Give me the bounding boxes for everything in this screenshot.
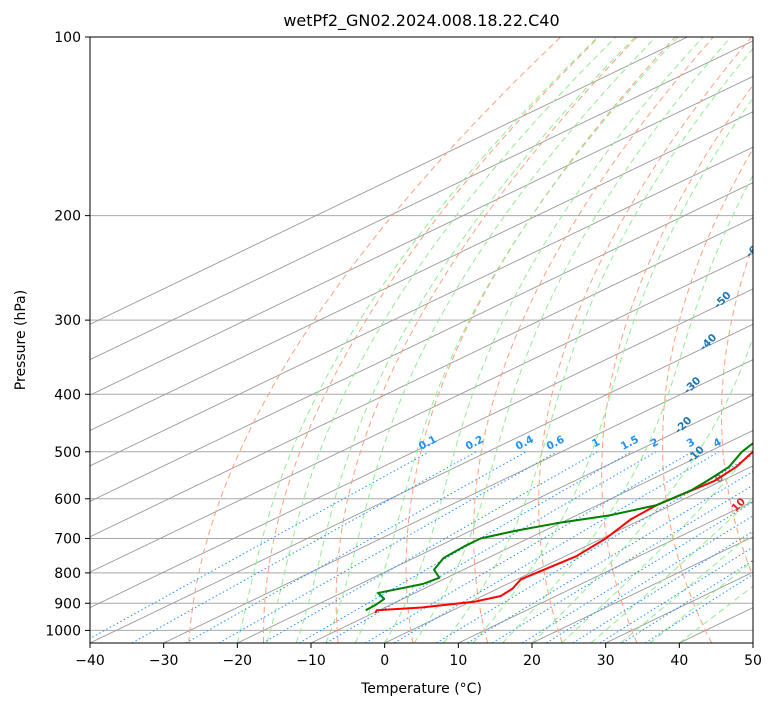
x-tick-label: 50 — [744, 653, 762, 669]
x-tick-label: −20 — [223, 653, 253, 669]
y-tick-label: 300 — [54, 313, 81, 329]
y-axis-label: Pressure (hPa) — [13, 290, 29, 390]
y-tick-label: 700 — [54, 532, 81, 548]
y-tick-label: 200 — [54, 209, 81, 225]
x-tick-label: 0 — [380, 653, 389, 669]
x-tick-label: 40 — [670, 653, 688, 669]
y-tick-label: 800 — [54, 566, 81, 582]
y-tick-label: 1000 — [45, 623, 81, 639]
x-tick-label: 30 — [597, 653, 615, 669]
x-tick-label: −10 — [296, 653, 326, 669]
x-tick-label: −30 — [149, 653, 179, 669]
y-tick-label: 400 — [54, 387, 81, 403]
x-tick-label: 20 — [523, 653, 541, 669]
y-tick-label: 600 — [54, 492, 81, 508]
x-tick-label: −40 — [75, 653, 105, 669]
x-axis-label: Temperature (°C) — [360, 681, 482, 697]
x-tick-label: 10 — [449, 653, 467, 669]
y-tick-label: 100 — [54, 30, 81, 46]
y-tick-label: 500 — [54, 445, 81, 461]
y-tick-label: 900 — [54, 596, 81, 612]
chart-title: wetPf2_GN02.2024.008.18.22.C40 — [283, 11, 559, 31]
